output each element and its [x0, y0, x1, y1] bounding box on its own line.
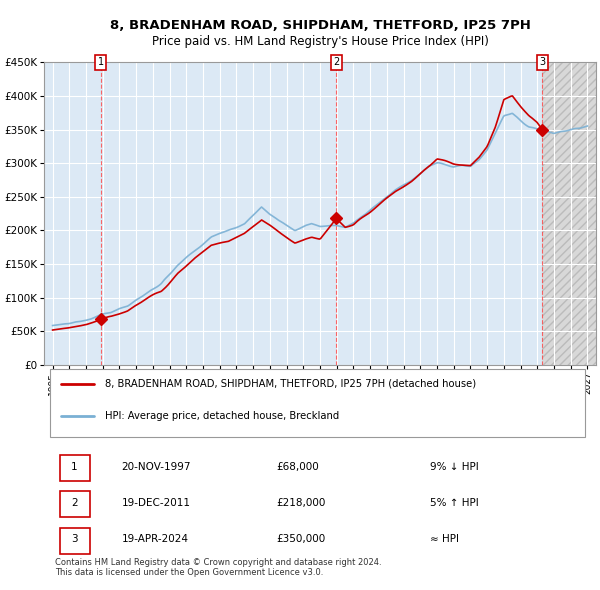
Text: 2: 2	[333, 57, 340, 67]
Text: Contains HM Land Registry data © Crown copyright and database right 2024.
This d: Contains HM Land Registry data © Crown c…	[55, 558, 382, 577]
Text: ≈ HPI: ≈ HPI	[430, 535, 460, 545]
FancyBboxPatch shape	[59, 527, 90, 554]
Text: 9% ↓ HPI: 9% ↓ HPI	[430, 461, 479, 471]
Text: 5% ↑ HPI: 5% ↑ HPI	[430, 498, 479, 508]
FancyBboxPatch shape	[59, 491, 90, 517]
Text: 2: 2	[71, 498, 78, 508]
Text: Price paid vs. HM Land Registry's House Price Index (HPI): Price paid vs. HM Land Registry's House …	[152, 35, 488, 48]
Text: £218,000: £218,000	[276, 498, 325, 508]
Text: 8, BRADENHAM ROAD, SHIPDHAM, THETFORD, IP25 7PH (detached house): 8, BRADENHAM ROAD, SHIPDHAM, THETFORD, I…	[105, 379, 476, 389]
Text: 8, BRADENHAM ROAD, SHIPDHAM, THETFORD, IP25 7PH: 8, BRADENHAM ROAD, SHIPDHAM, THETFORD, I…	[110, 19, 530, 32]
Text: 3: 3	[71, 535, 78, 545]
Bar	[542, 63, 596, 365]
Text: 1: 1	[98, 57, 104, 67]
Text: 3: 3	[539, 57, 545, 67]
FancyBboxPatch shape	[59, 455, 90, 481]
Text: 1: 1	[71, 461, 78, 471]
Text: 20-NOV-1997: 20-NOV-1997	[121, 461, 191, 471]
Bar	[542, 63, 596, 365]
Text: £68,000: £68,000	[276, 461, 319, 471]
FancyBboxPatch shape	[50, 369, 585, 437]
Text: HPI: Average price, detached house, Breckland: HPI: Average price, detached house, Brec…	[105, 411, 339, 421]
Text: £350,000: £350,000	[276, 535, 325, 545]
Text: 19-DEC-2011: 19-DEC-2011	[121, 498, 190, 508]
Text: 19-APR-2024: 19-APR-2024	[121, 535, 188, 545]
